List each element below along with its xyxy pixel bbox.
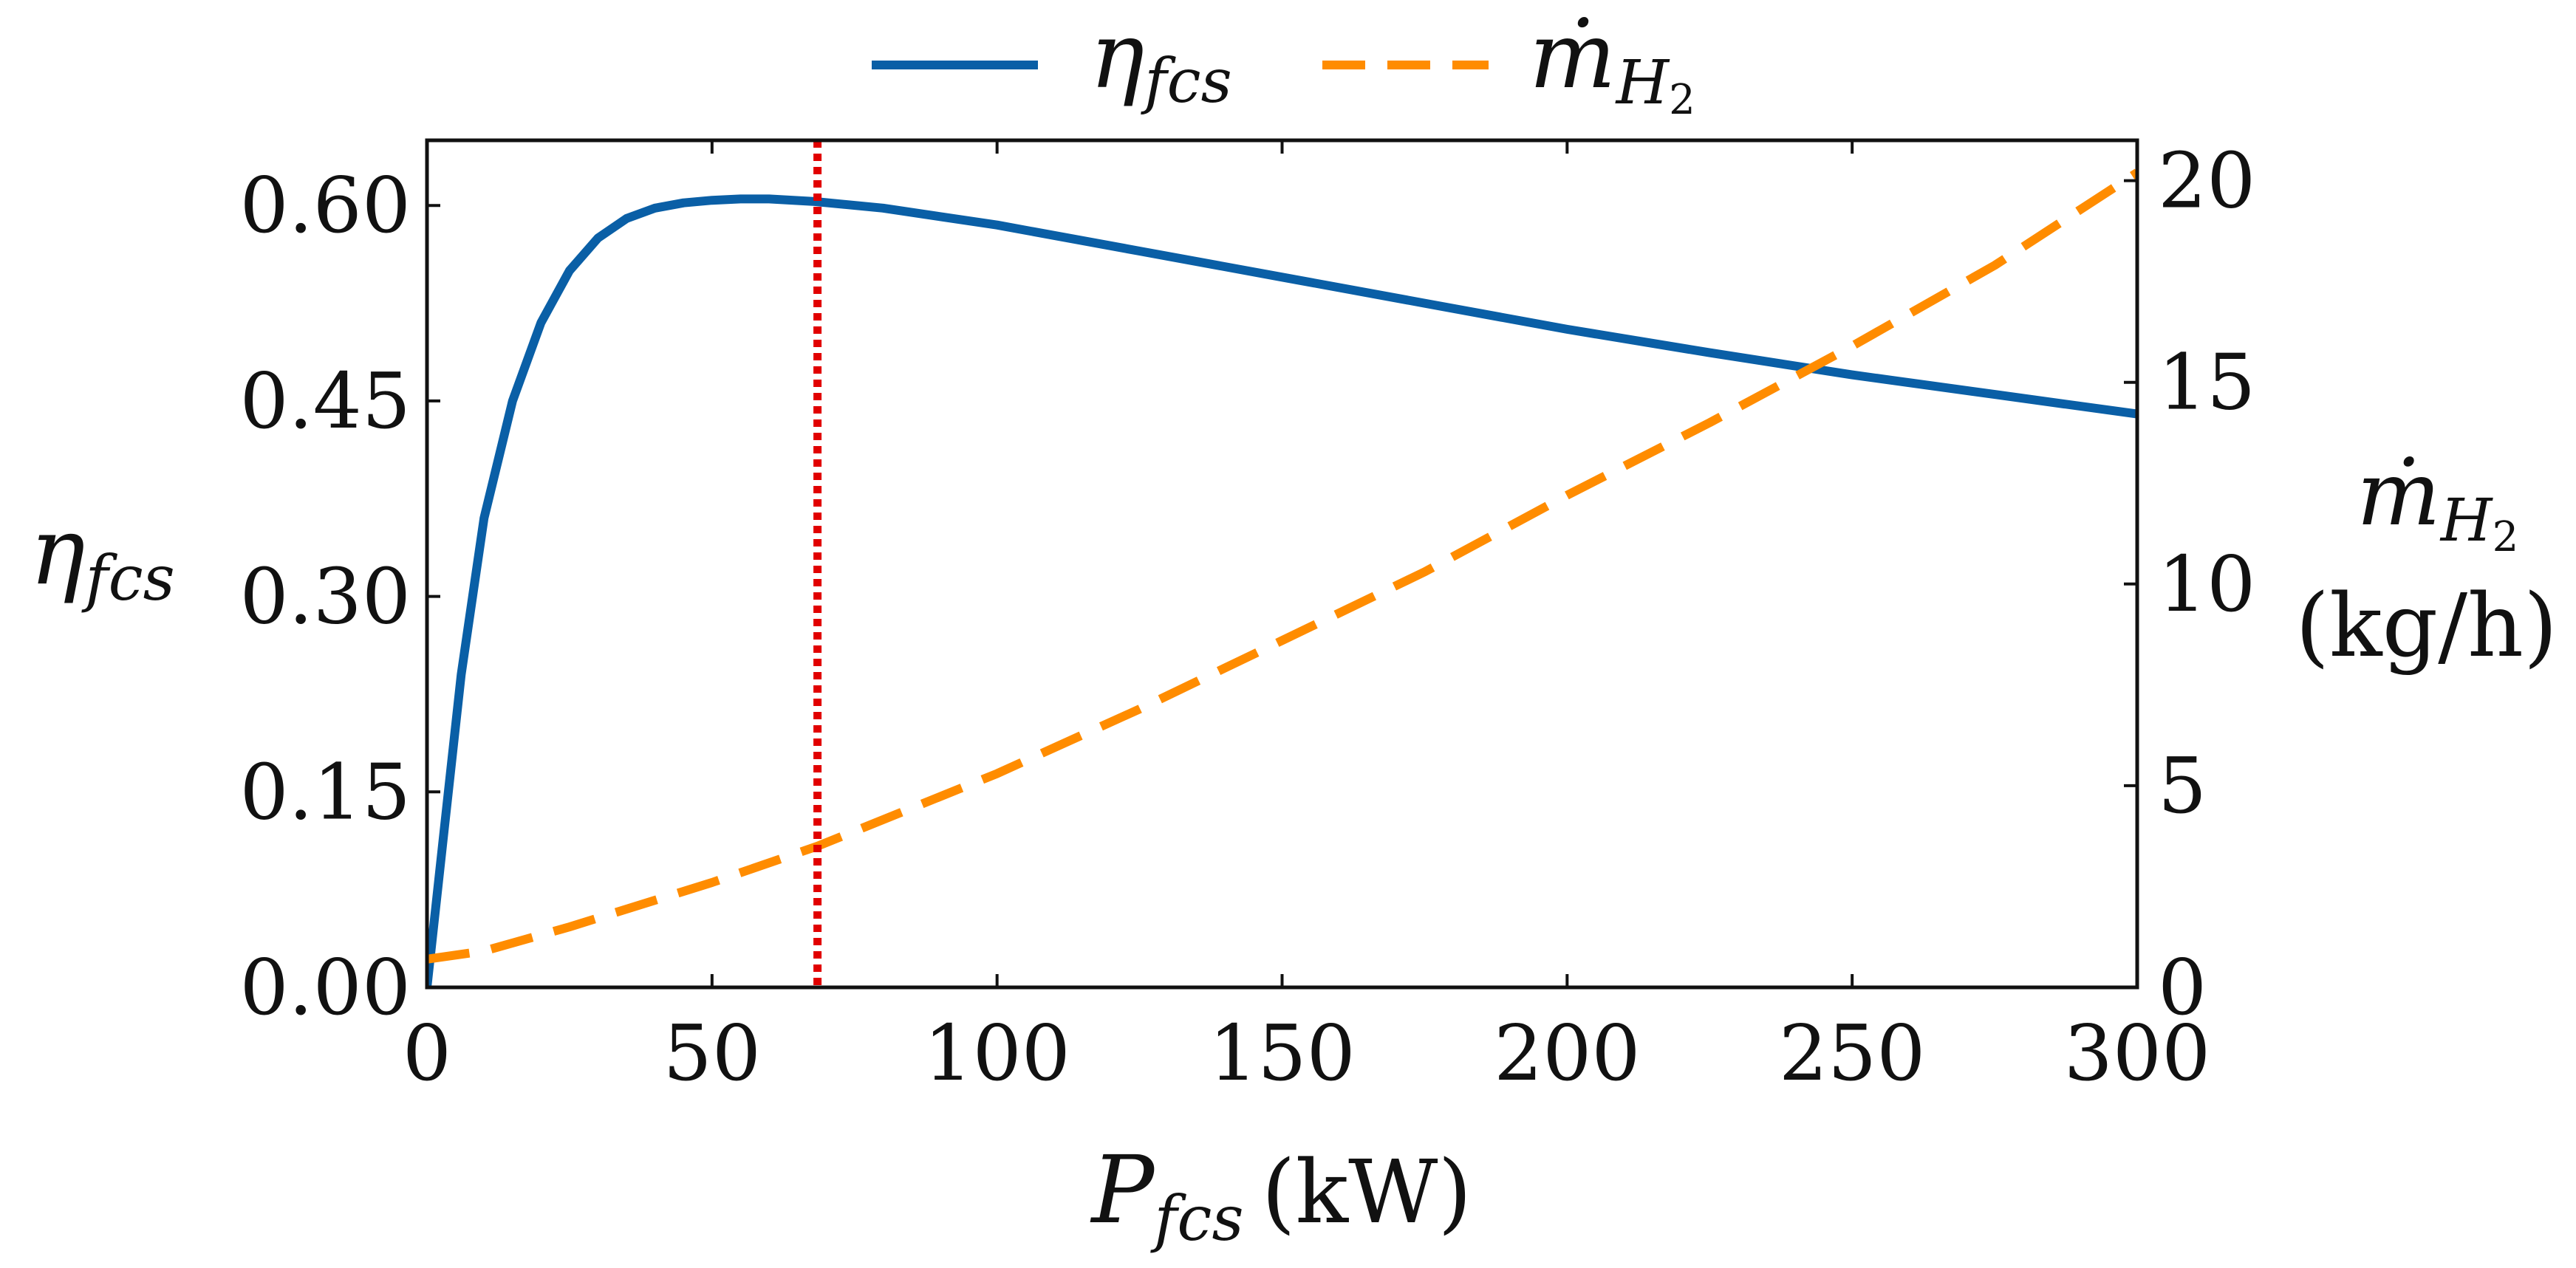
- y-left-tick-label: 0.60: [239, 160, 411, 250]
- y-right-tick-label: 15: [2158, 337, 2255, 428]
- x-tick-label: 50: [663, 1008, 761, 1098]
- y-right-tick-label: 10: [2158, 539, 2255, 629]
- plot-frame: [425, 138, 2139, 990]
- x-tick-label: 150: [1209, 1008, 1356, 1098]
- x-tick-label: 200: [1494, 1008, 1641, 1098]
- legend: ηfcs ṁH2: [872, 3, 1695, 124]
- legend-label-mdot: ṁH2: [1529, 3, 1695, 124]
- y-left-tick-label: 0.00: [239, 942, 411, 1032]
- y-right-tick-label: 20: [2158, 136, 2255, 226]
- y-left-tick-label: 0.45: [239, 356, 411, 446]
- x-tick-label: 100: [923, 1008, 1070, 1098]
- series-line-mdot: [427, 168, 2137, 964]
- y-right-tick-label: 5: [2158, 741, 2207, 831]
- y-right-axis-title: ṁH2: [2357, 443, 2518, 561]
- y-right-tick-label: 0: [2158, 942, 2207, 1032]
- y-left-tick-label: 0.15: [239, 747, 411, 837]
- x-tick-label: 300: [2064, 1008, 2211, 1098]
- y-left-axis-title: ηfcs: [30, 497, 175, 614]
- x-tick-label: 250: [1779, 1008, 1926, 1098]
- legend-label-eta: ηfcs: [1090, 3, 1232, 117]
- y-right-axis-unit: (kg/h): [2295, 575, 2558, 676]
- series-line-eta: [427, 194, 2137, 987]
- x-tick-label: 0: [403, 1008, 451, 1098]
- y-left-tick-label: 0.30: [239, 552, 411, 642]
- x-axis-title: Pfcs (kW): [1090, 1136, 1472, 1255]
